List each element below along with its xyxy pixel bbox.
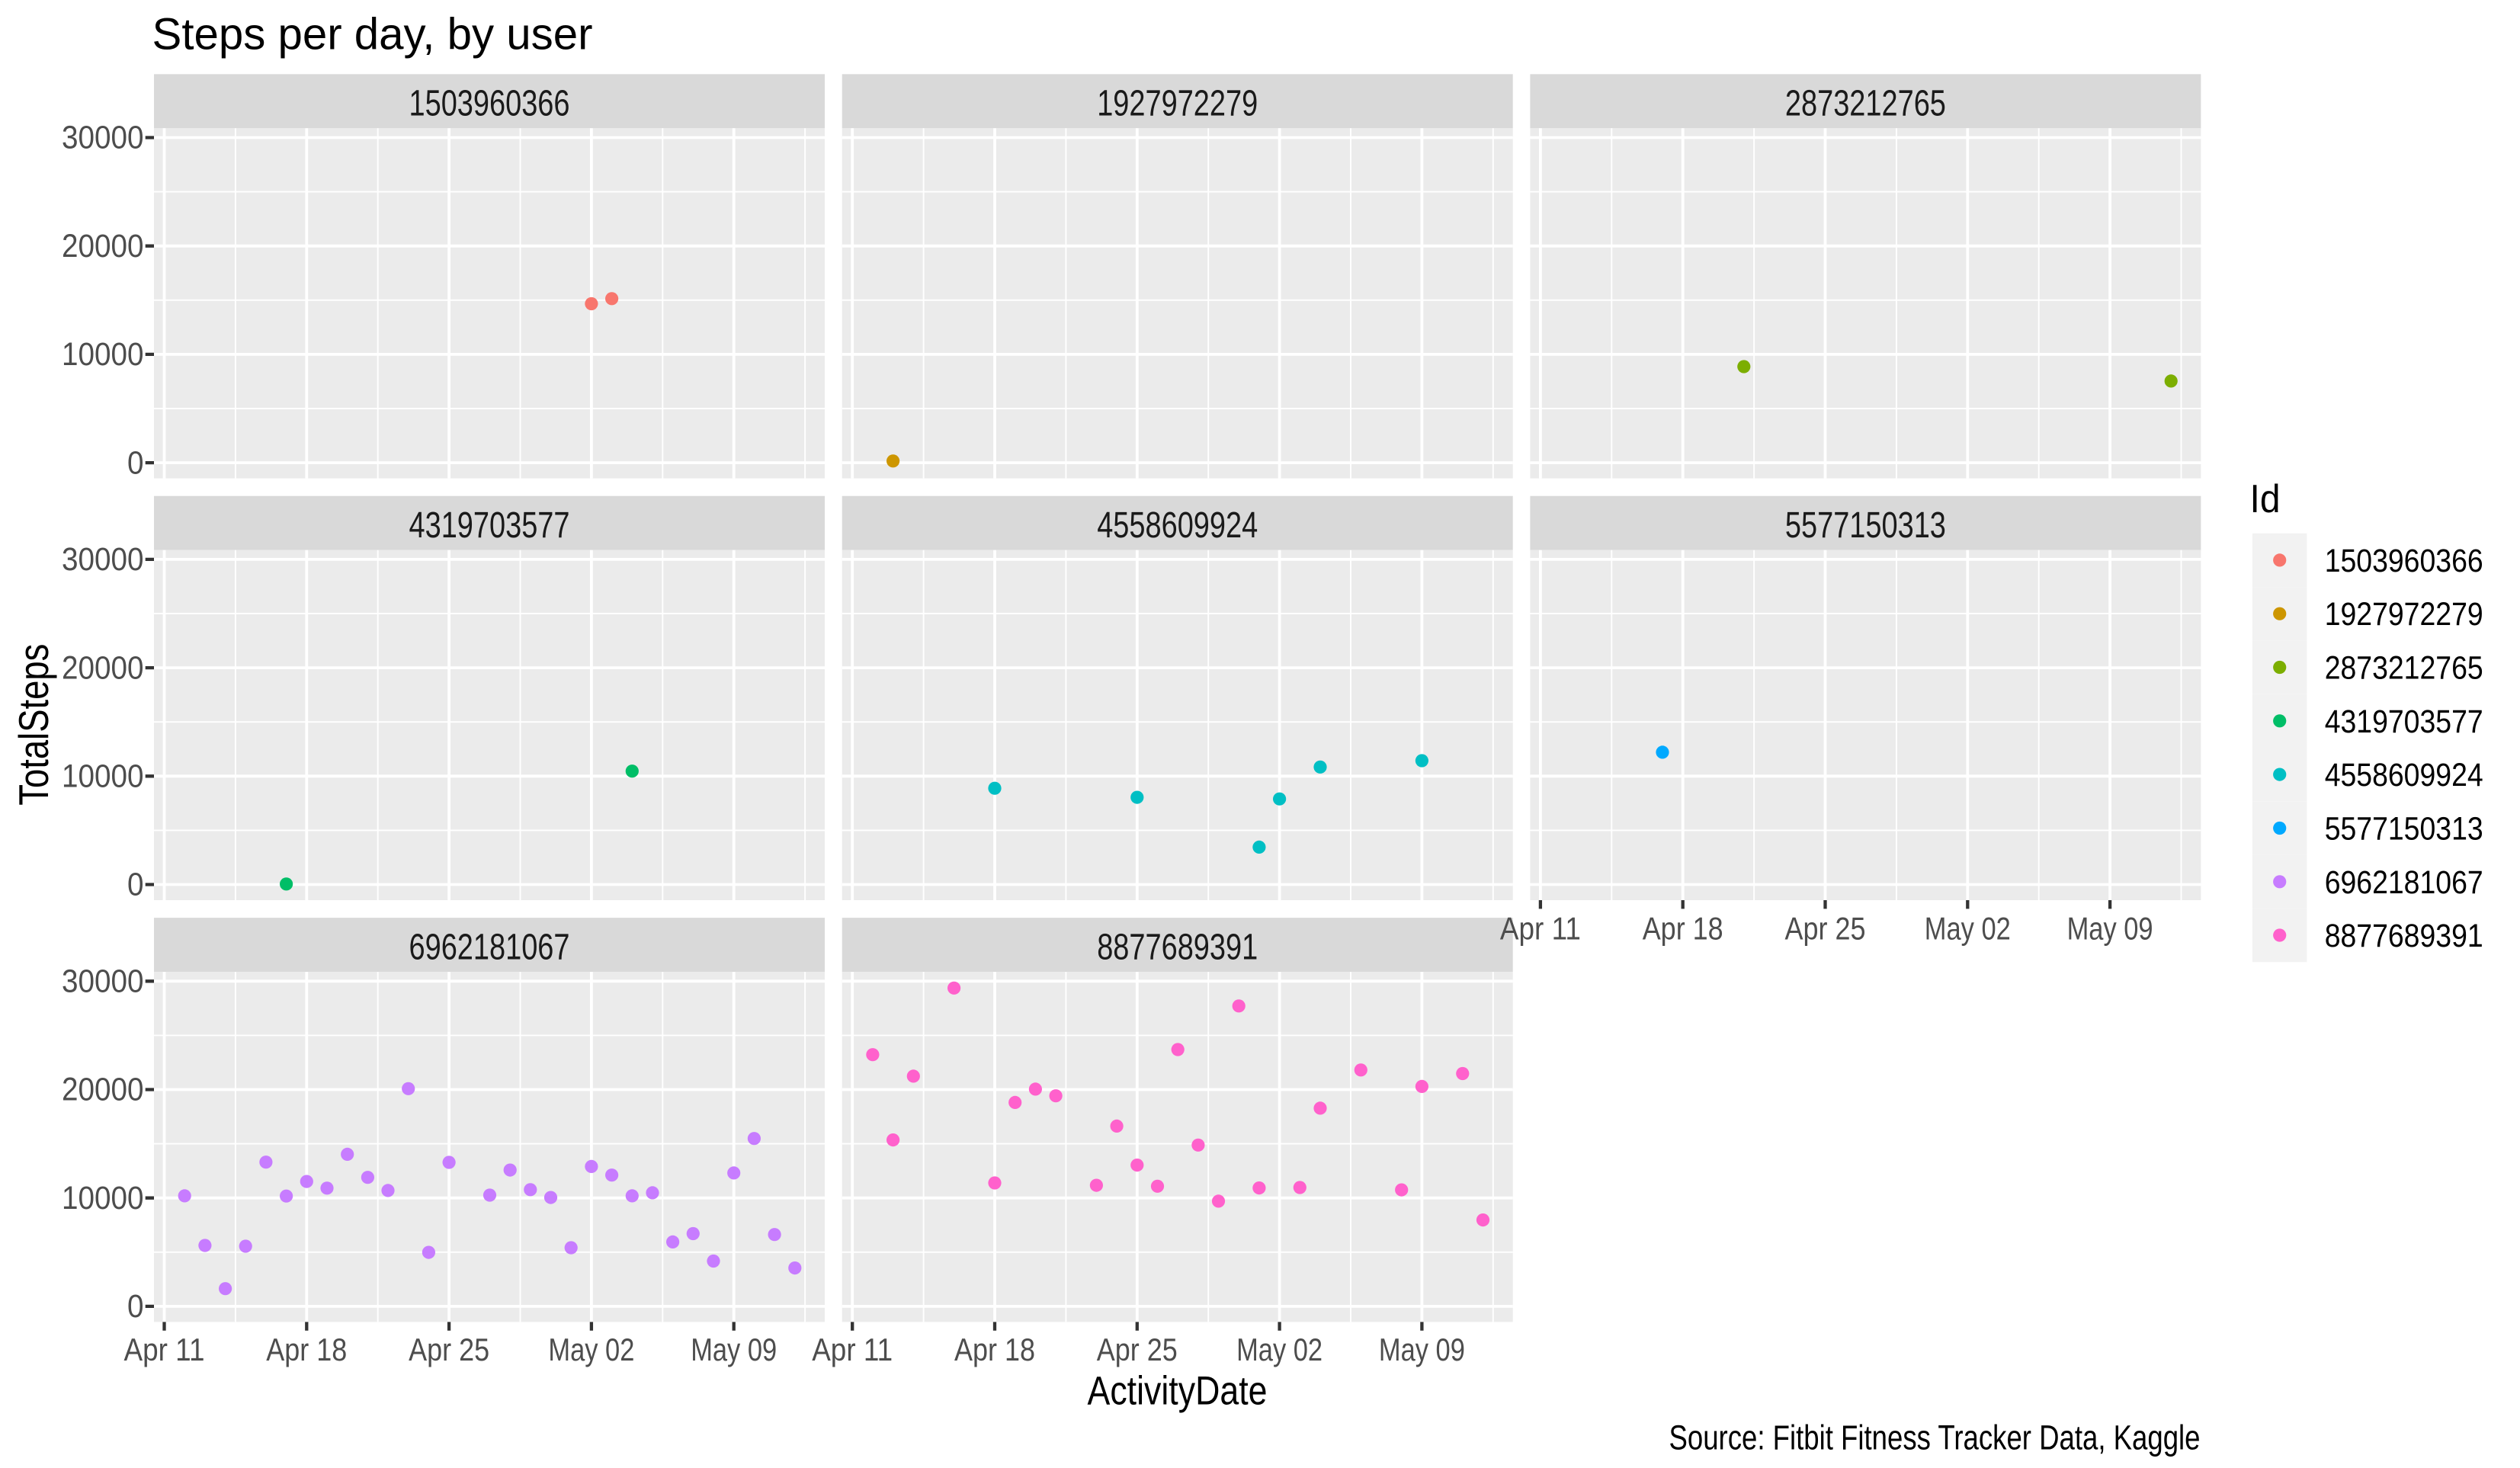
- svg-text:May 02: May 02: [548, 1332, 634, 1367]
- svg-text:20000: 20000: [62, 228, 144, 264]
- svg-text:20000: 20000: [62, 649, 144, 686]
- svg-text:0: 0: [127, 867, 144, 903]
- svg-text:8877689391: 8877689391: [1097, 927, 1258, 967]
- svg-text:May 09: May 09: [2067, 910, 2153, 946]
- svg-text:Apr 25: Apr 25: [1785, 910, 1866, 946]
- svg-text:Apr 11: Apr 11: [124, 1332, 205, 1367]
- svg-text:30000: 30000: [62, 963, 144, 1000]
- svg-text:1927972279: 1927972279: [1097, 84, 1258, 124]
- svg-text:1503960366: 1503960366: [409, 84, 570, 124]
- svg-text:4558609924: 4558609924: [2325, 757, 2483, 793]
- svg-text:5577150313: 5577150313: [2325, 811, 2483, 848]
- svg-text:10000: 10000: [62, 1180, 144, 1216]
- svg-text:4319703577: 4319703577: [2325, 704, 2483, 740]
- svg-text:Source: Fitbit Fitness Tracker: Source: Fitbit Fitness Tracker Data, Kag…: [1669, 1418, 2201, 1457]
- svg-text:May 09: May 09: [1379, 1332, 1465, 1367]
- svg-text:May 02: May 02: [1236, 1332, 1323, 1367]
- svg-text:Apr 18: Apr 18: [266, 1332, 347, 1367]
- svg-text:1927972279: 1927972279: [2325, 596, 2483, 633]
- svg-text:0: 0: [127, 1288, 144, 1325]
- svg-text:5577150313: 5577150313: [1785, 505, 1946, 546]
- svg-text:10000: 10000: [62, 758, 144, 795]
- svg-text:May 02: May 02: [1925, 910, 2011, 946]
- svg-text:30000: 30000: [62, 120, 144, 156]
- svg-text:6962181067: 6962181067: [409, 927, 570, 967]
- svg-text:ActivityDate: ActivityDate: [1088, 1368, 1268, 1413]
- svg-text:Apr 18: Apr 18: [954, 1332, 1035, 1367]
- svg-text:Apr 25: Apr 25: [1097, 1332, 1178, 1367]
- svg-text:20000: 20000: [62, 1072, 144, 1108]
- svg-text:1503960366: 1503960366: [2325, 543, 2483, 579]
- svg-text:Id: Id: [2250, 477, 2281, 521]
- svg-text:2873212765: 2873212765: [2325, 650, 2483, 687]
- svg-text:Steps per day, by user: Steps per day, by user: [152, 10, 593, 59]
- svg-text:May 09: May 09: [691, 1332, 777, 1367]
- svg-text:Apr 11: Apr 11: [1500, 910, 1581, 946]
- svg-text:4558609924: 4558609924: [1097, 505, 1258, 546]
- svg-text:Apr 18: Apr 18: [1643, 910, 1723, 946]
- svg-text:TotalSteps: TotalSteps: [10, 644, 57, 806]
- svg-text:8877689391: 8877689391: [2325, 918, 2483, 954]
- svg-text:2873212765: 2873212765: [1785, 84, 1946, 124]
- svg-text:6962181067: 6962181067: [2325, 864, 2483, 901]
- svg-text:Apr 11: Apr 11: [812, 1332, 893, 1367]
- svg-text:0: 0: [127, 444, 144, 481]
- svg-text:30000: 30000: [62, 541, 144, 578]
- svg-text:10000: 10000: [62, 336, 144, 373]
- svg-text:Apr 25: Apr 25: [409, 1332, 489, 1367]
- svg-text:4319703577: 4319703577: [409, 505, 570, 546]
